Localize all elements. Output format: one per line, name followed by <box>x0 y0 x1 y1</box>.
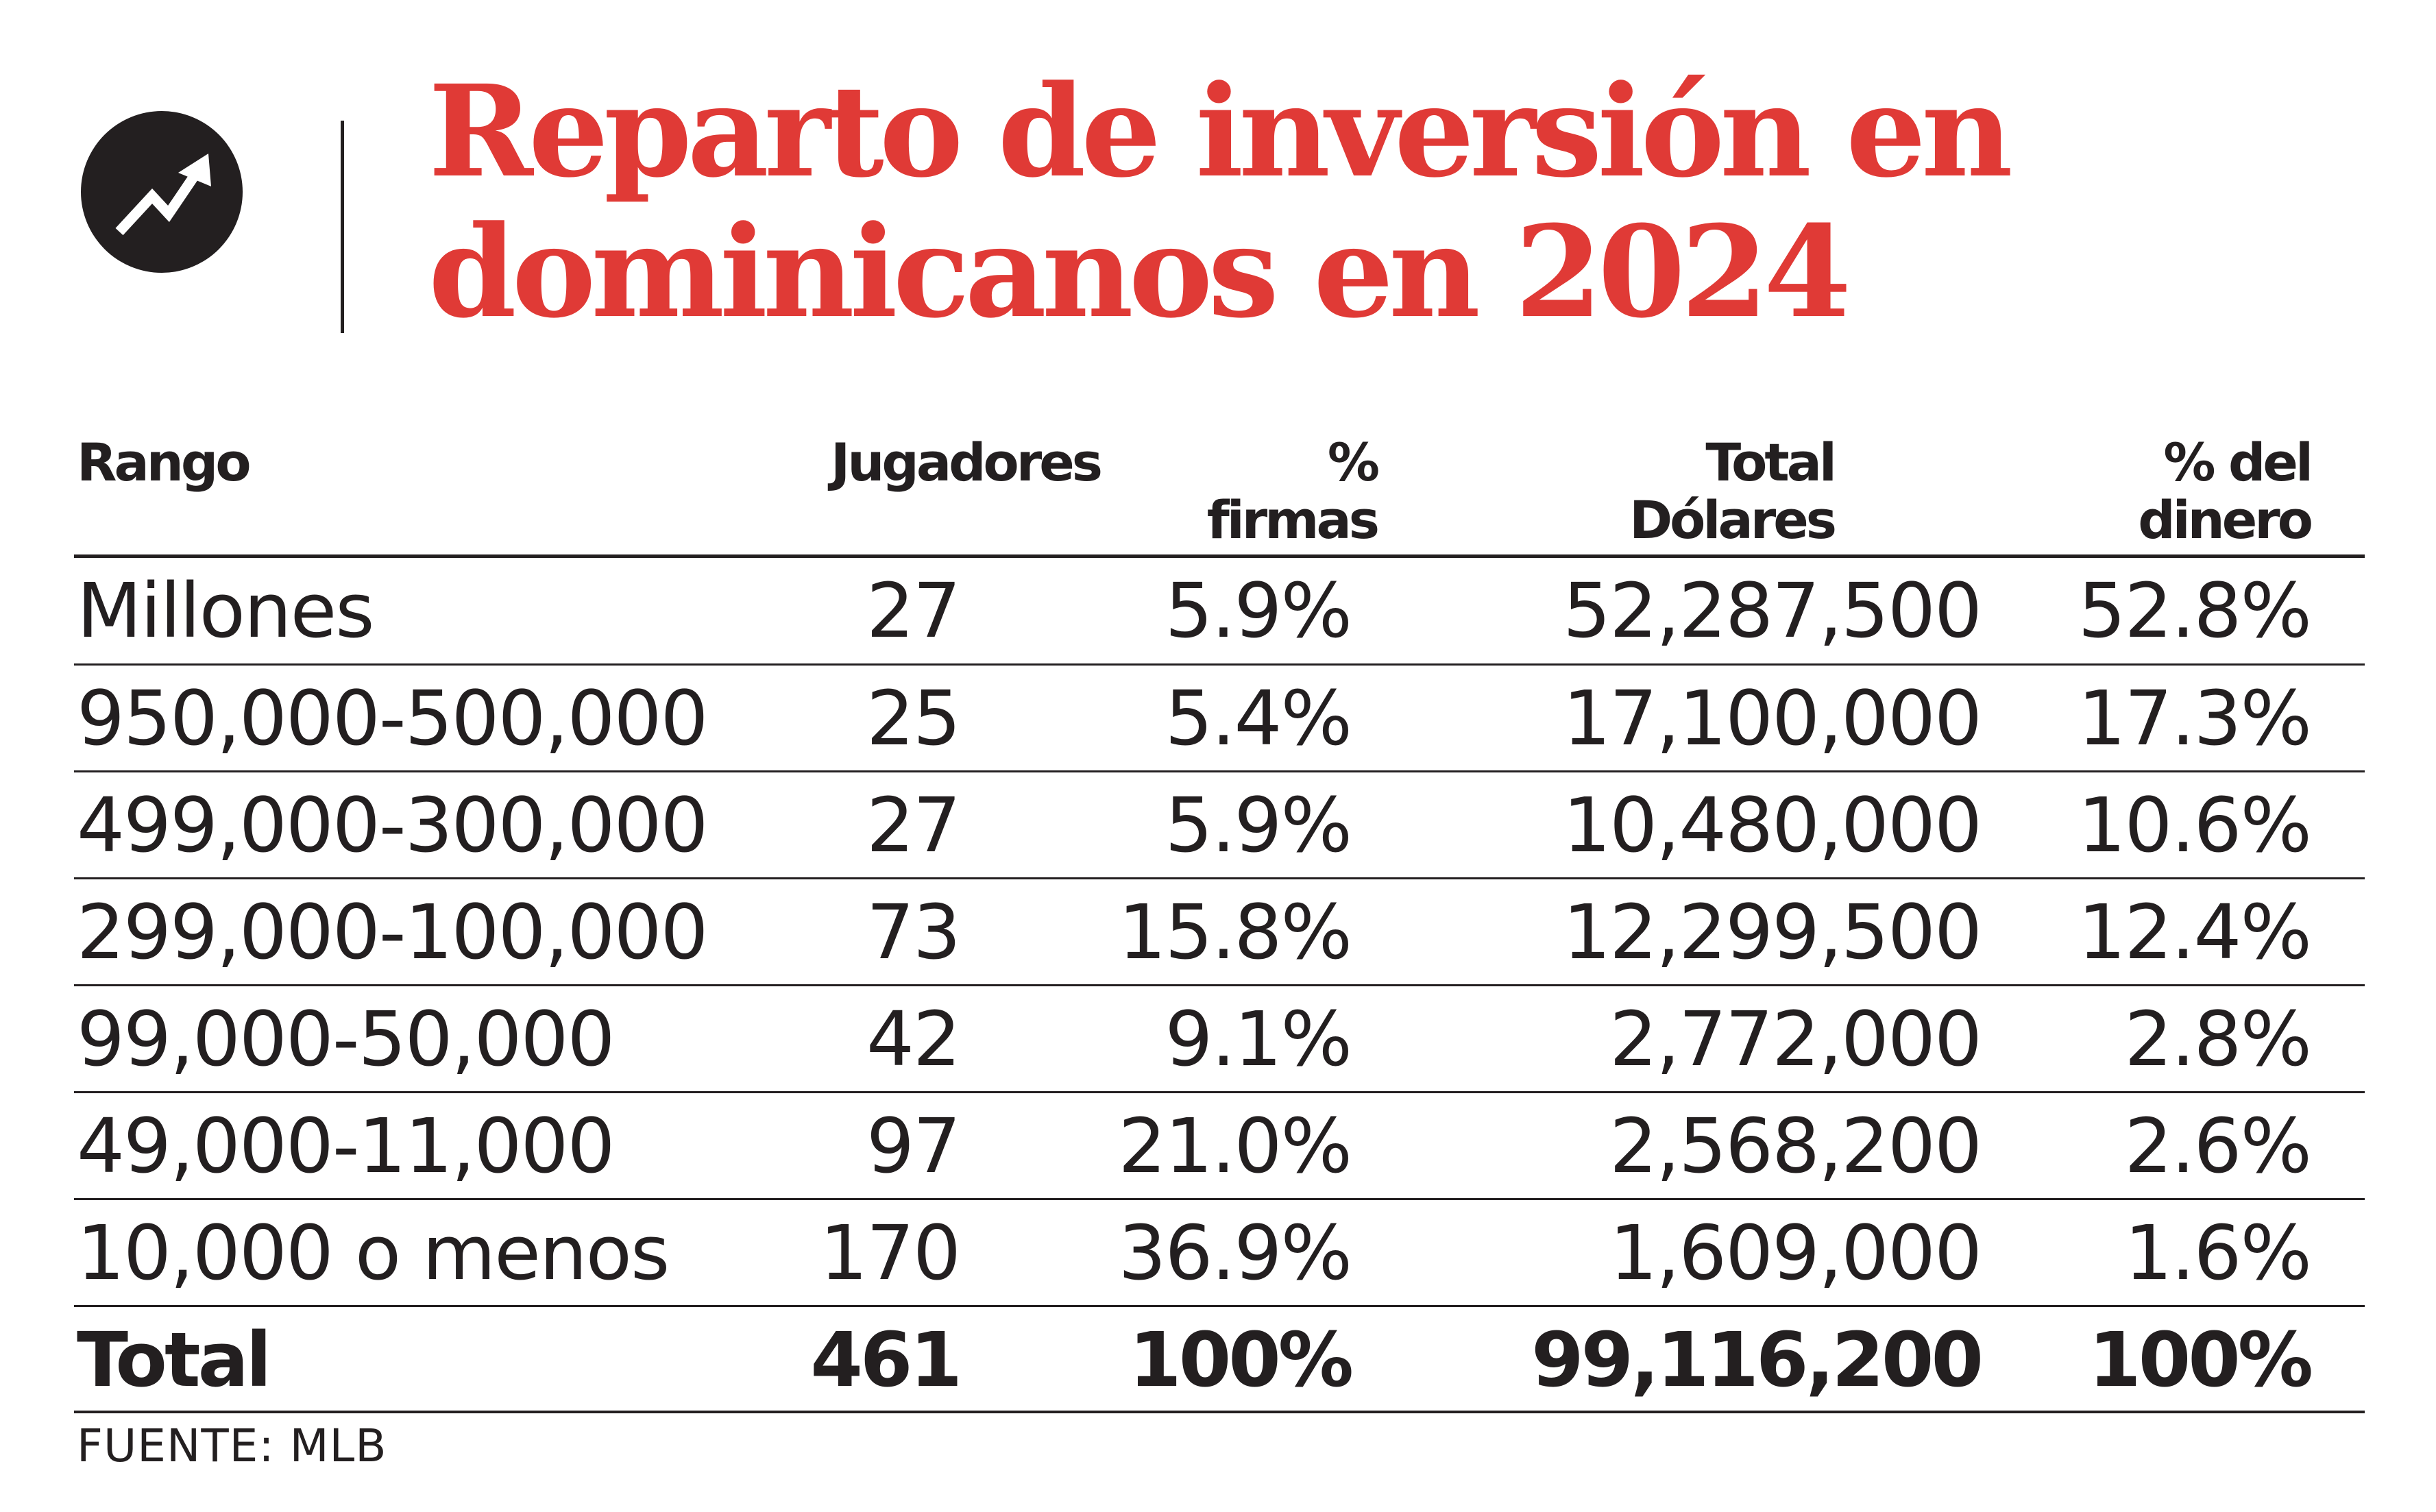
header-dinero-line-1: % del <box>2163 432 2313 493</box>
title-divider <box>341 121 344 333</box>
page-title: Reparto de inversión en dominicanos en 2… <box>428 58 2013 346</box>
cell-dinero: 17.3% <box>2078 674 2312 762</box>
cell-dinero: 1.6% <box>2124 1209 2312 1297</box>
table-row: 950,000-500,000 25 5.4% 17,100,000 17.3% <box>0 666 2436 771</box>
row-divider <box>74 1091 2365 1093</box>
cell-dinero: 10.6% <box>2078 781 2312 869</box>
cell-jugadores: 170 <box>820 1209 961 1297</box>
header-dinero: % del dinero <box>2138 432 2313 550</box>
bottom-rule <box>74 1411 2365 1413</box>
cell-jugadores: 42 <box>866 995 961 1083</box>
cell-dinero: 2.6% <box>2124 1102 2312 1190</box>
cell-jugadores: 27 <box>866 567 961 655</box>
row-divider <box>74 1305 2365 1307</box>
title-line-1: Reparto de inversión en <box>428 58 2013 206</box>
row-divider <box>74 1198 2365 1200</box>
header-firmas-line-1: % <box>1327 432 1380 493</box>
cell-rango: 49,000-11,000 <box>77 1102 615 1190</box>
header-dinero-line-2: dinero <box>2138 489 2313 550</box>
cell-firmas: 5.9% <box>1165 567 1352 655</box>
cell-dolares: 52,287,500 <box>1563 567 1982 655</box>
table-row: 10,000 o menos 170 36.9% 1,609,000 1.6% <box>0 1200 2436 1306</box>
cell-total-dolares: 99,116,200 <box>1531 1316 1984 1404</box>
cell-dolares: 10,480,000 <box>1563 781 1982 869</box>
cell-firmas: 5.9% <box>1165 781 1352 869</box>
header-dolares-line-2: Dólares <box>1629 489 1837 550</box>
header-jugadores: Jugadores <box>831 432 1103 493</box>
header-firmas: % firmas <box>1206 432 1380 550</box>
cell-total-dinero: 100% <box>2088 1316 2313 1404</box>
cell-rango: Millones <box>77 567 375 655</box>
row-divider <box>74 770 2365 772</box>
cell-rango: 10,000 o menos <box>77 1209 670 1297</box>
cell-rango: 299,000-100,000 <box>77 888 708 976</box>
cell-jugadores: 27 <box>866 781 961 869</box>
total-row: Total 461 100% 99,116,200 100% <box>0 1307 2436 1413</box>
cell-rango: 499,000-300,000 <box>77 781 708 869</box>
cell-firmas: 5.4% <box>1165 674 1352 762</box>
cell-dinero: 52.8% <box>2078 567 2312 655</box>
cell-dinero: 12.4% <box>2078 888 2312 976</box>
row-divider <box>74 984 2365 986</box>
cell-total-label: Total <box>77 1316 272 1404</box>
header-rango: Rango <box>77 432 252 493</box>
table-row: 99,000-50,000 42 9.1% 2,772,000 2.8% <box>0 986 2436 1092</box>
header-firmas-line-2: firmas <box>1206 489 1380 550</box>
cell-total-jugadores: 461 <box>810 1316 962 1404</box>
header-dolares-line-1: Total <box>1705 432 1837 493</box>
cell-total-firmas: 100% <box>1129 1316 1354 1404</box>
cell-firmas: 36.9% <box>1118 1209 1352 1297</box>
rising-arrow-icon <box>81 111 243 273</box>
header-rule <box>74 554 2365 558</box>
cell-jugadores: 97 <box>866 1102 961 1190</box>
cell-jugadores: 25 <box>866 674 961 762</box>
table-row: 499,000-300,000 27 5.9% 10,480,000 10.6% <box>0 772 2436 878</box>
title-line-2: dominicanos en 2024 <box>428 198 1851 346</box>
cell-dolares: 1,609,000 <box>1609 1209 1982 1297</box>
table-row: Millones 27 5.9% 52,287,500 52.8% <box>0 558 2436 663</box>
row-divider <box>74 877 2365 879</box>
table-row: 49,000-11,000 97 21.0% 2,568,200 2.6% <box>0 1093 2436 1199</box>
cell-dolares: 17,100,000 <box>1563 674 1982 762</box>
cell-jugadores: 73 <box>866 888 961 976</box>
cell-rango: 950,000-500,000 <box>77 674 708 762</box>
cell-dinero: 2.8% <box>2124 995 2312 1083</box>
cell-dolares: 2,568,200 <box>1609 1102 1982 1190</box>
cell-rango: 99,000-50,000 <box>77 995 615 1083</box>
cell-firmas: 9.1% <box>1165 995 1352 1083</box>
table-row: 299,000-100,000 73 15.8% 12,299,500 12.4… <box>0 879 2436 985</box>
header-rango-label: Rango <box>77 432 252 493</box>
cell-firmas: 15.8% <box>1118 888 1352 976</box>
header-jugadores-label: Jugadores <box>831 432 1103 493</box>
cell-dolares: 12,299,500 <box>1563 888 1982 976</box>
header-dolares: Total Dólares <box>1629 432 1837 550</box>
cell-dolares: 2,772,000 <box>1609 995 1982 1083</box>
row-divider <box>74 663 2365 666</box>
source-note: FUENTE: MLB <box>77 1419 387 1472</box>
cell-firmas: 21.0% <box>1118 1102 1352 1190</box>
